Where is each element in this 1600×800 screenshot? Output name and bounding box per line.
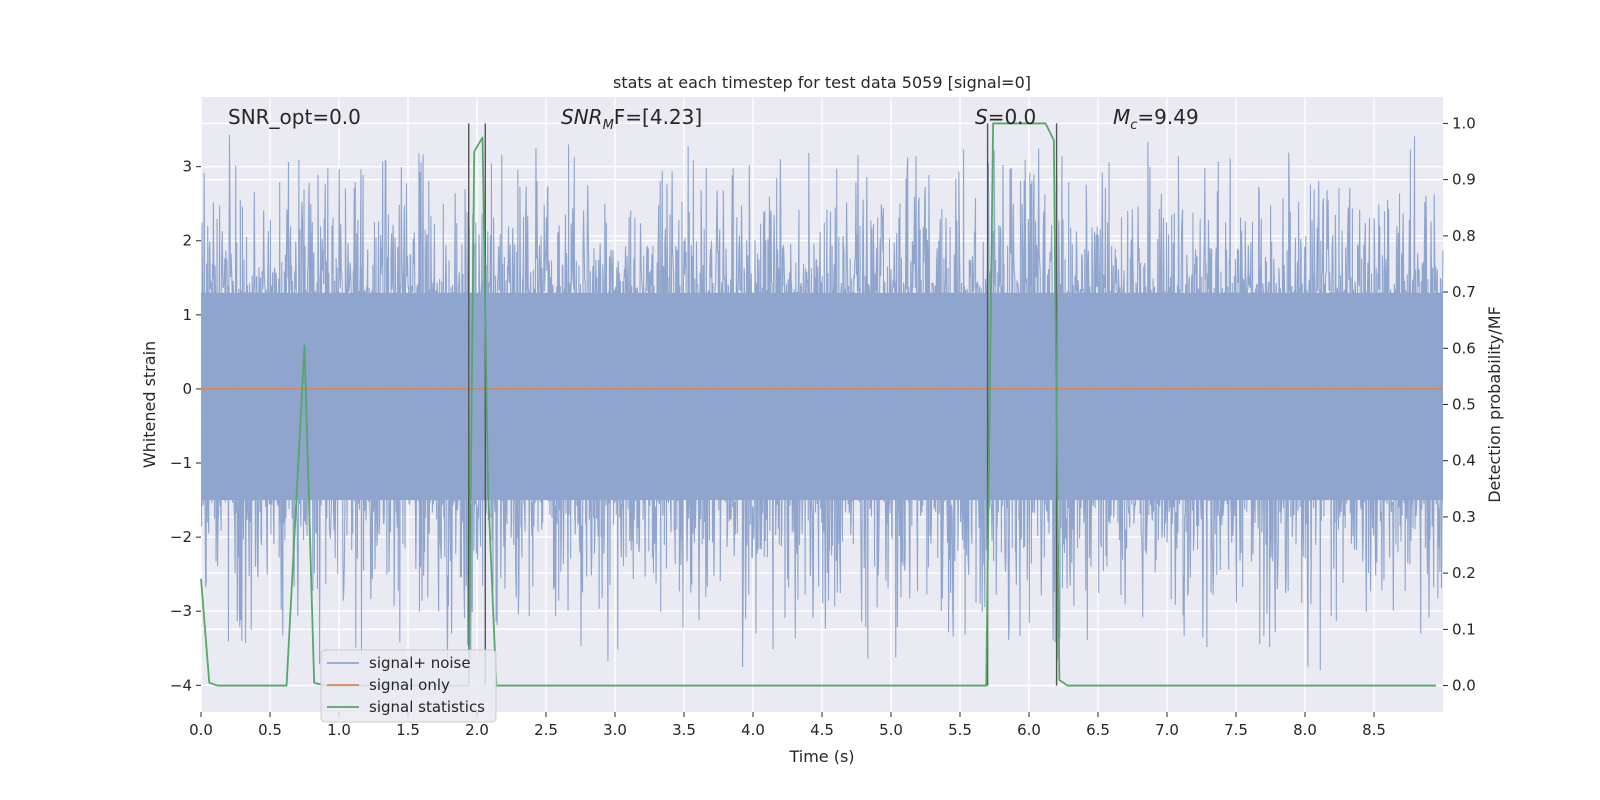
signal-statistics-line — [200, 122, 1437, 687]
y2-tick-label: 0.7 — [1452, 283, 1476, 301]
annotation-mc-sub: c — [1130, 118, 1137, 133]
x-tick-label: 1.0 — [327, 721, 351, 739]
noise-trace — [200, 134, 1444, 671]
x-tick-label: 6.5 — [1086, 721, 1110, 739]
legend-label-signal-noise: signal+ noise — [369, 654, 471, 672]
legend-box — [320, 649, 497, 723]
y-tick-label: 0 — [182, 380, 192, 398]
y-tick-label: −4 — [170, 676, 192, 694]
annotation-mc-rest: =9.49 — [1137, 105, 1198, 129]
annotation-snr-mf: SNRMF=[4.23] — [561, 105, 702, 133]
y2-tick-label: 1.0 — [1452, 114, 1476, 132]
x-tick-label: 2.5 — [534, 721, 558, 739]
y2-tick-label: 0.9 — [1452, 171, 1476, 189]
y-axis-label: Whitened strain — [140, 341, 159, 468]
y2-tick-label: 0.2 — [1452, 564, 1476, 582]
y2-tick-label: 0.8 — [1452, 227, 1476, 245]
annotation-s-rest: =0.0 — [988, 105, 1037, 129]
y2-tick-label: 0.6 — [1452, 339, 1476, 357]
x-tick-label: 5.5 — [948, 721, 972, 739]
legend-label-signal-statistics: signal statistics — [369, 698, 485, 716]
annotation-snr-opt: SNR_opt=0.0 — [228, 105, 361, 129]
x-axis-label: Time (s) — [788, 747, 854, 766]
x-tick-label: 7.5 — [1224, 721, 1248, 739]
y2-tick-label: 0.0 — [1452, 677, 1476, 695]
x-tick-label: 7.0 — [1155, 721, 1179, 739]
axes: 0.0 0.5 1.0 1.5 2.0 2.5 3.0 3.5 4.0 4.5 5.0 5.5 6.0 6… — [170, 114, 1476, 739]
legend: signal+ noise signal only signal statist… — [320, 649, 497, 723]
signal-statistics-series — [200, 122, 1437, 687]
y-tick-label: 1 — [182, 306, 192, 324]
annotation-mc-main: M — [1113, 105, 1130, 129]
y2-axis-label: Detection probability/MF — [1485, 306, 1504, 503]
y-tick-label: 3 — [182, 158, 192, 176]
x-tick-label: 8.0 — [1293, 721, 1317, 739]
x-tick-label: 8.5 — [1362, 721, 1386, 739]
x-tick-label: 4.5 — [810, 721, 834, 739]
x-tick-label: 4.0 — [741, 721, 765, 739]
annotation-mc: Mc=9.49 — [1113, 105, 1199, 133]
x-tick-label: 1.5 — [396, 721, 420, 739]
x-tick-label: 6.0 — [1017, 721, 1041, 739]
y2-tick-label: 0.5 — [1452, 396, 1476, 414]
x-tick-label: 0.0 — [189, 721, 213, 739]
y-tick-label: −2 — [170, 528, 192, 546]
y-tick-label: −3 — [170, 602, 192, 620]
x-tick-label: 5.0 — [879, 721, 903, 739]
annotation-snr-mf-sub: M — [603, 118, 614, 133]
y-tick-label: −1 — [170, 454, 192, 472]
annotation-s-main: S — [975, 105, 988, 129]
chart-title: stats at each timestep for test data 505… — [613, 73, 1031, 92]
x-tick-label: 0.5 — [258, 721, 282, 739]
y-tick-label: 2 — [182, 232, 192, 250]
signal-noise-series — [200, 134, 1444, 671]
x-tick-label: 2.0 — [465, 721, 489, 739]
annotation-s: S=0.0 — [975, 105, 1036, 129]
y2-tick-label: 0.3 — [1452, 508, 1476, 526]
y2-tick-label: 0.1 — [1452, 620, 1476, 638]
legend-label-signal-only: signal only — [369, 676, 450, 694]
annotation-snr-mf-main: SNR — [561, 105, 603, 129]
x-tick-label: 3.5 — [672, 721, 696, 739]
x-tick-label: 3.0 — [603, 721, 627, 739]
y2-tick-label: 0.4 — [1452, 452, 1476, 470]
annotation-snr-mf-rest: F=[4.23] — [614, 105, 702, 129]
